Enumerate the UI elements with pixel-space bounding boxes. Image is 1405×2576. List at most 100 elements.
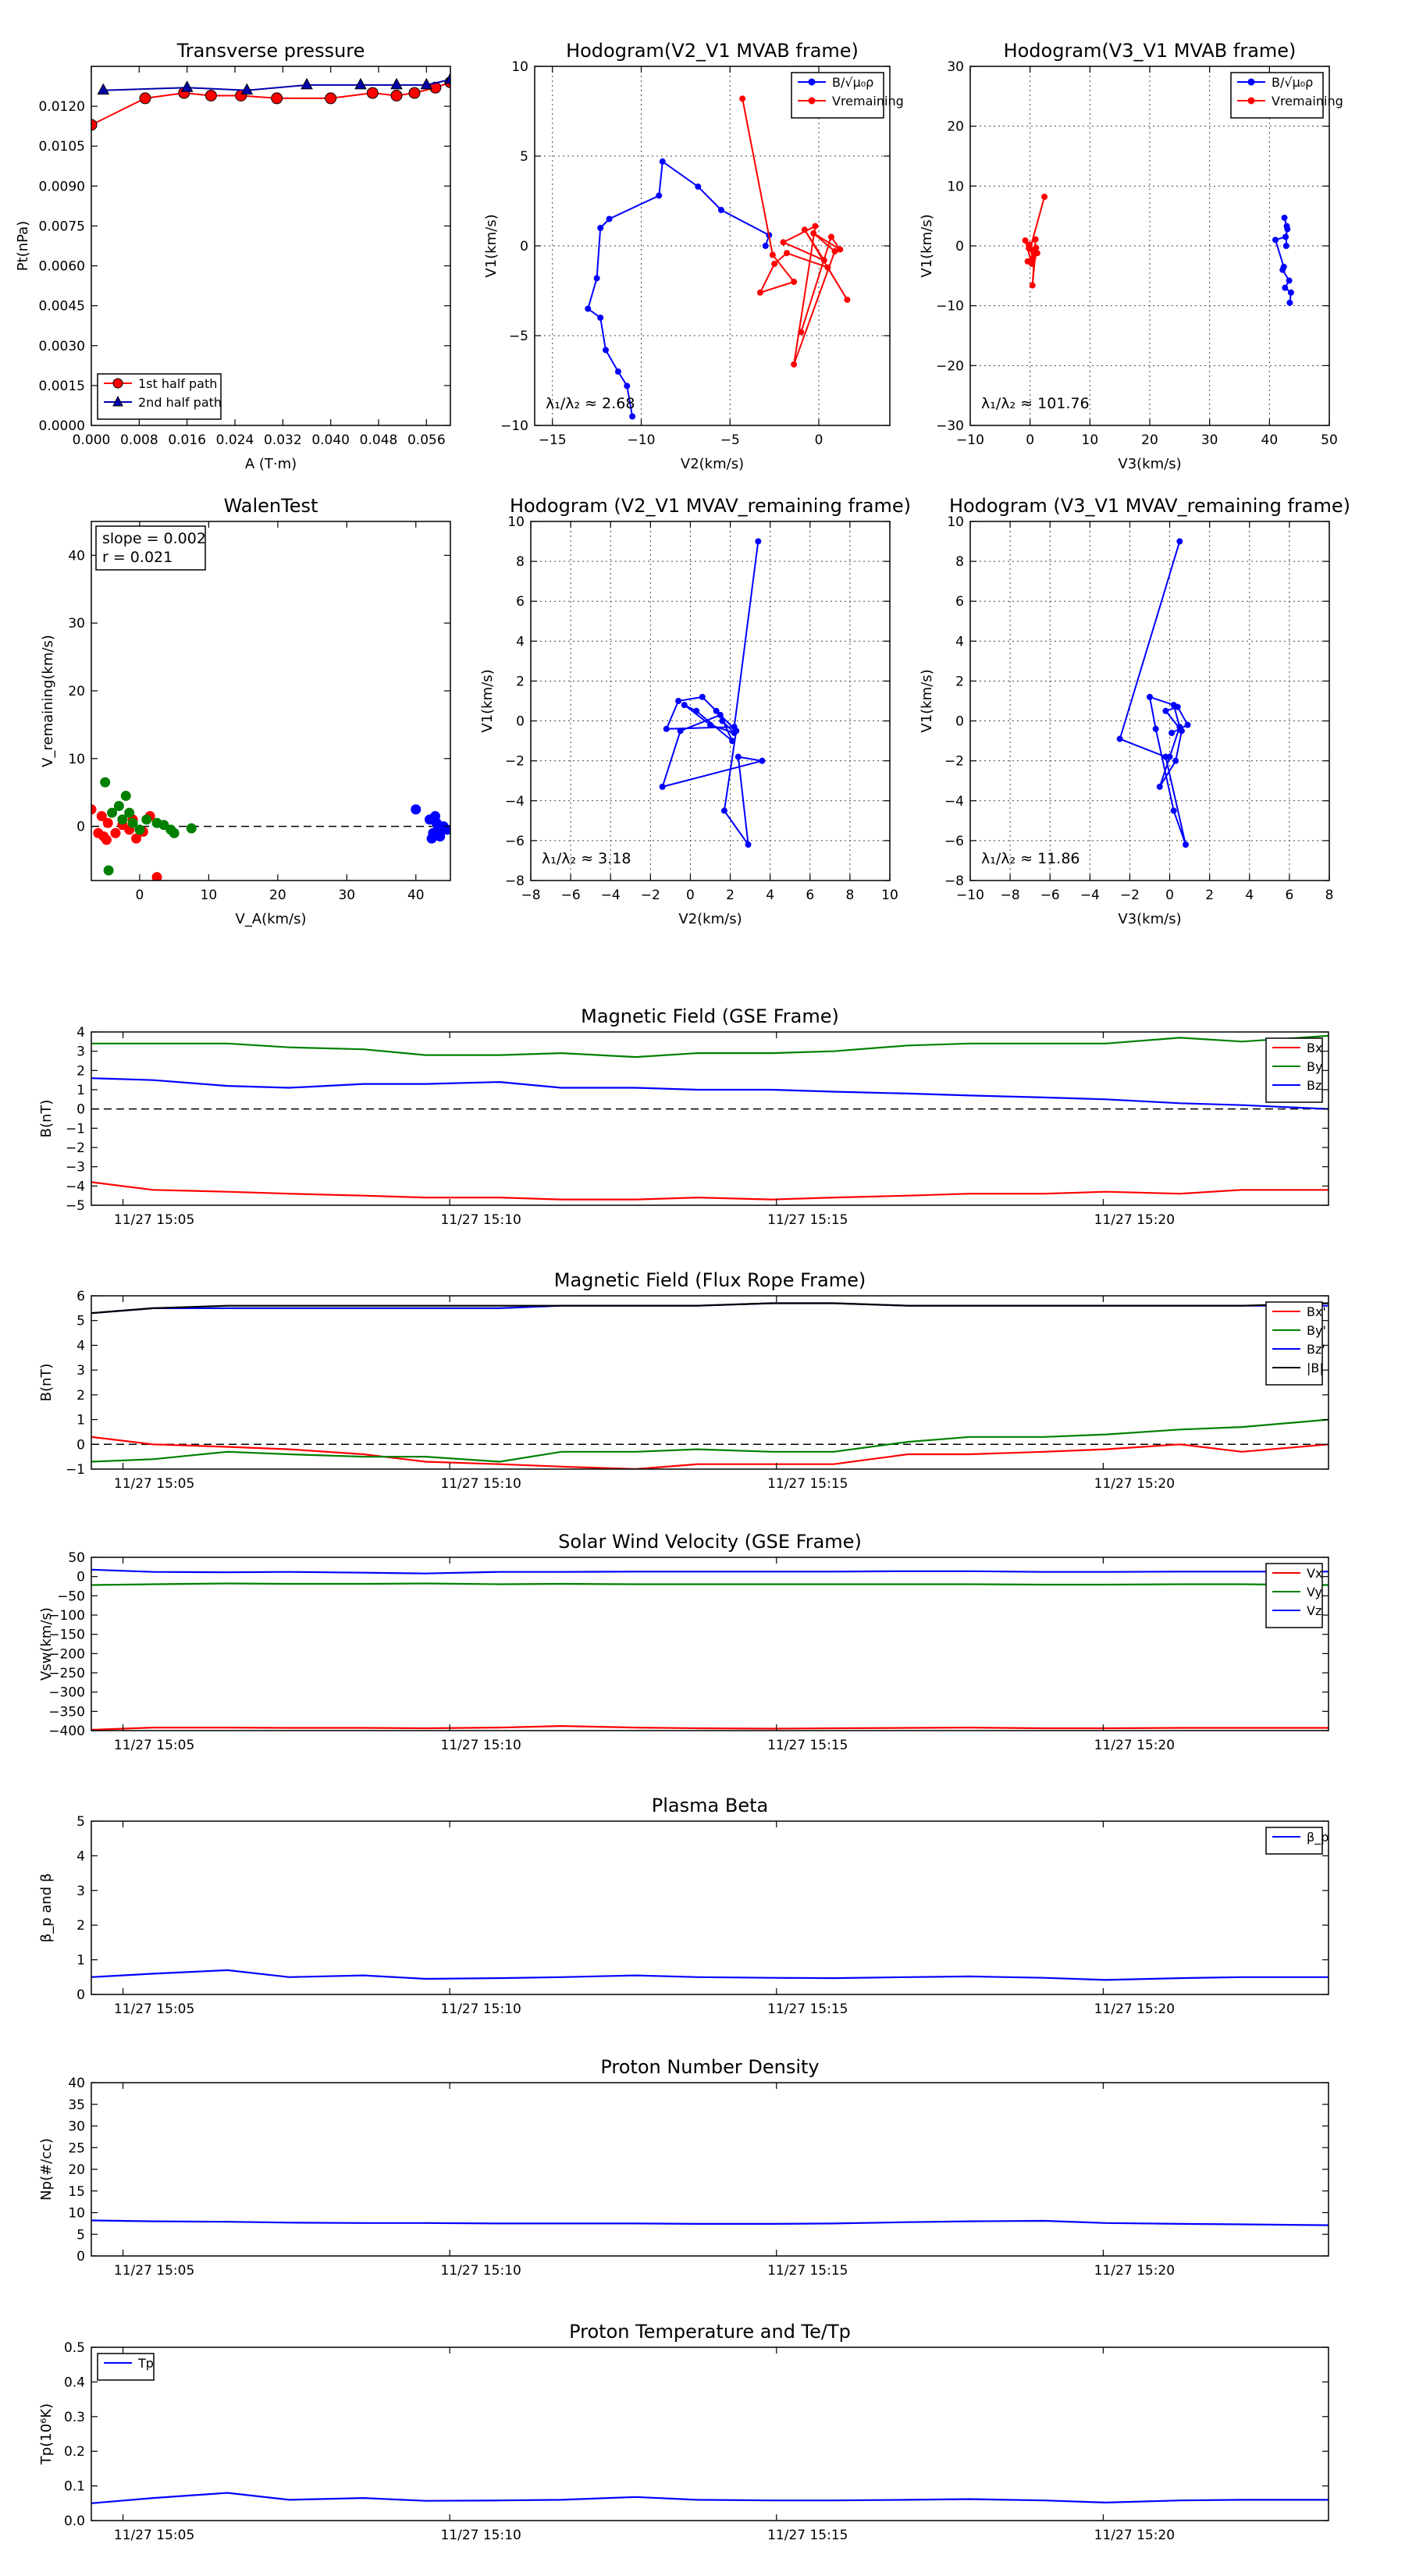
legend-marker bbox=[1247, 97, 1255, 105]
data-point bbox=[354, 77, 367, 90]
x-tick-label: −8 bbox=[521, 888, 540, 903]
data-point bbox=[720, 807, 727, 814]
y-tick-label: 20 bbox=[947, 119, 964, 135]
legend-box bbox=[791, 72, 884, 119]
x-tick-label: −10 bbox=[628, 432, 656, 448]
x-tick-label: 11/27 15:10 bbox=[440, 1212, 521, 1228]
data-point bbox=[1176, 538, 1183, 545]
x-tick-label: 2 bbox=[1205, 888, 1214, 903]
data-point bbox=[798, 329, 805, 336]
chart-walen-test: 0 10 20 30 40 0 10 20 30 40 WalenTest V_A(km/s) V_re… bbox=[40, 495, 451, 927]
data-point bbox=[784, 250, 791, 257]
data-point bbox=[729, 738, 736, 745]
legend-label: Bx bbox=[1307, 1041, 1322, 1055]
y-tick-label: 0.2 bbox=[64, 2444, 85, 2460]
x-tick-label: 11/27 15:15 bbox=[767, 1738, 848, 1753]
y-tick-label: 3 bbox=[76, 1044, 85, 1060]
x-axis-label: V3(km/s) bbox=[1118, 911, 1181, 927]
y-tick-label: 0.4 bbox=[64, 2375, 85, 2390]
y-tick-label: −4 bbox=[66, 1179, 85, 1194]
data-point bbox=[717, 207, 724, 213]
data-point bbox=[442, 824, 450, 835]
series-line-1 bbox=[91, 1034, 1329, 1059]
x-tick-label: −6 bbox=[561, 888, 581, 903]
data-point bbox=[240, 83, 254, 95]
y-tick-label: −30 bbox=[936, 418, 964, 434]
chart-plasma-beta: 11/27 15:05 11/27 15:10 11/27 15:15 11/27 1… bbox=[38, 1795, 1329, 2017]
x-tick-label: 0 bbox=[686, 888, 695, 903]
x-tick-label: 0.040 bbox=[311, 432, 350, 448]
data-point bbox=[717, 711, 724, 718]
data-point bbox=[1166, 753, 1173, 760]
chart-title: Magnetic Field (GSE Frame) bbox=[581, 1005, 839, 1027]
data-point bbox=[1033, 244, 1040, 251]
chart-magnetic-field-gse: 11/27 15:05 11/27 15:10 11/27 15:15 11/27 1… bbox=[38, 1005, 1329, 1228]
y-tick-label: 0.0120 bbox=[39, 99, 85, 115]
x-tick-label: 0 bbox=[136, 888, 144, 903]
y-axis-label: V1(km/s) bbox=[919, 669, 935, 732]
data-point bbox=[1184, 721, 1191, 728]
x-tick-label: 11/27 15:10 bbox=[440, 2528, 521, 2543]
y-tick-label: 30 bbox=[947, 59, 964, 75]
data-point bbox=[756, 289, 763, 296]
data-layer bbox=[91, 2219, 1329, 2226]
chart-transverse-pressure: 0.000 0.008 0.016 0.024 0.032 0.040 0.048 0.056… bbox=[15, 40, 451, 472]
x-tick-label: −2 bbox=[1120, 888, 1140, 903]
y-tick-label: 10 bbox=[68, 2206, 85, 2222]
y-tick-label: −100 bbox=[48, 1608, 85, 1624]
axes-frame bbox=[91, 1557, 1329, 1731]
data-point bbox=[624, 382, 631, 390]
y-tick-label: 8 bbox=[516, 554, 525, 570]
x-tick-label: 11/27 15:05 bbox=[114, 2001, 194, 2017]
series-line-0 bbox=[91, 1436, 1329, 1469]
y-tick-label: 2 bbox=[76, 1063, 85, 1079]
x-tick-label: 0.008 bbox=[120, 432, 158, 448]
data-point bbox=[426, 833, 437, 844]
y-tick-label: −150 bbox=[48, 1628, 85, 1643]
data-point bbox=[180, 80, 194, 92]
data-point bbox=[131, 833, 141, 844]
x-tick-label: −10 bbox=[956, 888, 984, 903]
y-axis-label: Np(#/cc) bbox=[38, 2138, 55, 2201]
x-tick-label: 11/27 15:10 bbox=[440, 2263, 521, 2279]
legend-box bbox=[97, 2353, 155, 2381]
y-tick-label: 1 bbox=[76, 1083, 85, 1098]
x-tick-label: 30 bbox=[1201, 432, 1218, 448]
legend-box bbox=[1265, 1301, 1323, 1386]
data-layer bbox=[91, 1302, 1329, 1469]
legend-label: B/√μ₀ρ bbox=[1272, 75, 1313, 90]
y-tick-label: 0 bbox=[955, 239, 964, 254]
x-tick-label: 11/27 15:05 bbox=[114, 1212, 194, 1228]
data-layer bbox=[1022, 194, 1294, 306]
y-tick-label: 2 bbox=[955, 674, 964, 689]
axes-frame bbox=[969, 521, 1330, 881]
data-layer bbox=[91, 2492, 1329, 2504]
chart-title: Transverse pressure bbox=[176, 40, 365, 62]
series-line-0 bbox=[587, 160, 770, 417]
data-point bbox=[120, 791, 131, 802]
y-tick-label: 0.0075 bbox=[39, 219, 85, 234]
data-point bbox=[663, 725, 670, 732]
series-line-0 bbox=[91, 1724, 1329, 1731]
data-point bbox=[1178, 728, 1185, 735]
x-tick-label: 0 bbox=[1165, 888, 1174, 903]
y-tick-label: 0 bbox=[955, 714, 964, 730]
series-line-0 bbox=[91, 2492, 1329, 2504]
x-tick-label: 40 bbox=[1261, 432, 1279, 448]
x-tick-label: 0 bbox=[1026, 432, 1034, 448]
data-layer bbox=[1116, 538, 1191, 848]
data-point bbox=[271, 92, 283, 105]
x-tick-label: 0.032 bbox=[264, 432, 302, 448]
y-tick-label: −300 bbox=[48, 1685, 85, 1701]
annotation-text: λ₁/λ₂ ≈ 11.86 bbox=[981, 850, 1080, 867]
y-tick-label: −250 bbox=[48, 1666, 85, 1681]
legend-marker bbox=[112, 378, 123, 389]
y-tick-label: −1 bbox=[66, 1121, 85, 1137]
data-point bbox=[1172, 757, 1179, 764]
x-tick-label: 8 bbox=[845, 888, 854, 903]
y-axis-label: Pt(nPa) bbox=[15, 221, 31, 271]
y-tick-label: 3 bbox=[76, 1884, 85, 1899]
data-point bbox=[762, 243, 769, 249]
data-point bbox=[824, 264, 831, 271]
y-tick-label: 0.0060 bbox=[39, 259, 85, 275]
